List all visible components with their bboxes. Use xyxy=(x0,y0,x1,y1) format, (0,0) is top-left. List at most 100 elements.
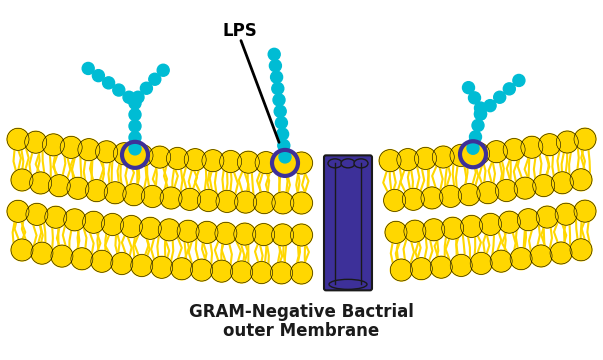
Circle shape xyxy=(7,200,29,222)
Circle shape xyxy=(271,262,292,284)
Circle shape xyxy=(404,220,426,242)
Circle shape xyxy=(139,217,161,239)
Circle shape xyxy=(273,94,285,106)
Circle shape xyxy=(291,152,312,174)
Circle shape xyxy=(277,128,289,140)
Ellipse shape xyxy=(354,159,368,168)
Circle shape xyxy=(131,255,153,276)
Circle shape xyxy=(291,262,312,284)
Circle shape xyxy=(60,136,82,158)
Circle shape xyxy=(530,245,552,267)
Circle shape xyxy=(504,83,516,95)
Circle shape xyxy=(490,250,512,272)
Circle shape xyxy=(129,97,141,109)
Circle shape xyxy=(202,150,224,172)
Circle shape xyxy=(279,151,291,163)
Circle shape xyxy=(92,69,104,82)
Circle shape xyxy=(273,152,295,174)
Circle shape xyxy=(129,143,141,155)
Circle shape xyxy=(111,252,133,275)
Circle shape xyxy=(271,71,283,83)
Circle shape xyxy=(142,185,163,207)
Circle shape xyxy=(129,109,141,121)
Circle shape xyxy=(11,169,33,191)
Circle shape xyxy=(191,259,213,281)
Circle shape xyxy=(570,169,592,191)
Circle shape xyxy=(281,147,289,155)
Circle shape xyxy=(271,224,294,246)
Circle shape xyxy=(83,211,104,233)
Circle shape xyxy=(123,91,135,103)
Circle shape xyxy=(470,131,482,143)
Circle shape xyxy=(475,108,487,120)
Circle shape xyxy=(184,149,206,171)
Circle shape xyxy=(31,242,53,264)
Circle shape xyxy=(196,221,218,243)
Circle shape xyxy=(496,180,517,202)
Circle shape xyxy=(555,203,577,225)
Circle shape xyxy=(557,131,578,153)
Circle shape xyxy=(574,128,596,150)
Ellipse shape xyxy=(341,159,355,168)
Circle shape xyxy=(251,262,273,284)
Circle shape xyxy=(129,131,141,143)
Circle shape xyxy=(166,148,189,170)
Circle shape xyxy=(7,128,29,150)
Circle shape xyxy=(160,187,182,209)
Circle shape xyxy=(468,143,490,165)
Ellipse shape xyxy=(329,279,367,289)
Circle shape xyxy=(149,146,171,168)
Circle shape xyxy=(78,139,100,161)
Circle shape xyxy=(276,117,288,129)
Circle shape xyxy=(67,177,89,199)
Circle shape xyxy=(101,213,124,235)
Circle shape xyxy=(402,188,425,210)
Circle shape xyxy=(91,250,113,272)
Circle shape xyxy=(157,64,169,76)
Circle shape xyxy=(513,75,525,86)
Circle shape xyxy=(272,150,298,176)
Circle shape xyxy=(494,91,506,103)
Circle shape xyxy=(390,259,412,281)
Circle shape xyxy=(469,138,477,147)
Circle shape xyxy=(122,142,148,168)
Circle shape xyxy=(551,172,573,194)
Circle shape xyxy=(421,187,443,209)
Circle shape xyxy=(469,92,481,104)
Circle shape xyxy=(255,152,277,174)
Circle shape xyxy=(96,141,118,163)
Text: outer Membrane: outer Membrane xyxy=(223,322,380,340)
Circle shape xyxy=(26,203,48,225)
Circle shape xyxy=(470,252,492,274)
Circle shape xyxy=(113,84,125,96)
FancyBboxPatch shape xyxy=(324,156,372,291)
Circle shape xyxy=(291,224,312,246)
Circle shape xyxy=(461,215,482,237)
Circle shape xyxy=(131,144,153,167)
Circle shape xyxy=(45,206,67,228)
Text: GRAM-Negative Bactrial: GRAM-Negative Bactrial xyxy=(189,303,414,321)
Circle shape xyxy=(103,77,115,89)
Circle shape xyxy=(177,220,199,242)
Circle shape xyxy=(431,256,452,278)
Circle shape xyxy=(42,134,65,156)
Circle shape xyxy=(460,141,486,167)
Circle shape xyxy=(25,131,46,153)
Circle shape xyxy=(86,180,107,202)
Circle shape xyxy=(197,189,219,211)
Circle shape xyxy=(550,242,572,264)
Circle shape xyxy=(129,120,141,132)
Circle shape xyxy=(238,151,259,173)
Circle shape xyxy=(574,200,596,222)
Circle shape xyxy=(272,192,294,214)
Circle shape xyxy=(514,177,536,199)
Circle shape xyxy=(113,143,135,165)
Circle shape xyxy=(410,258,432,280)
Circle shape xyxy=(158,219,180,241)
Circle shape xyxy=(274,105,286,117)
Circle shape xyxy=(210,260,233,282)
Circle shape xyxy=(397,149,419,171)
Circle shape xyxy=(178,188,201,210)
Circle shape xyxy=(82,62,94,75)
Circle shape xyxy=(48,175,71,197)
